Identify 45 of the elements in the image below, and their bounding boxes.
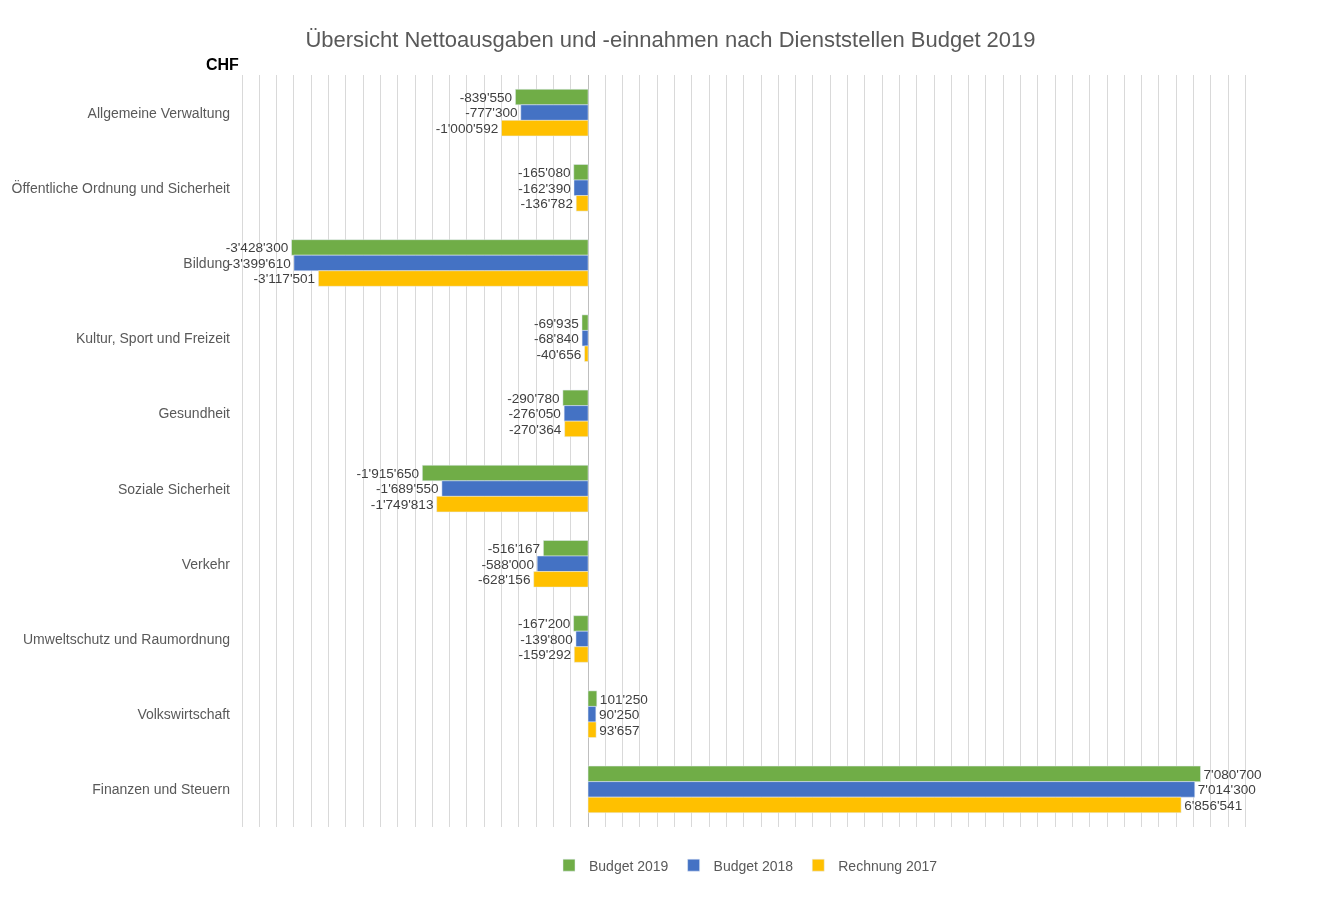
data-label: -516'167 [487, 541, 541, 557]
y-tick-label: Soziale Sicherheit [117, 480, 231, 497]
data-label: -3'399'610 [228, 255, 292, 271]
y-tick-label: Umweltschutz und Raumordnung [23, 630, 230, 647]
y-tick-label: Öffentliche Ordnung und Sicherheit [11, 178, 231, 196]
legend-label: Budget 2018 [713, 857, 794, 874]
data-label: -270'364 [508, 421, 562, 437]
data-label: -3'117'501 [253, 271, 316, 287]
y-tick-label: Verkehr [181, 555, 231, 572]
data-label: -162'390 [518, 180, 572, 196]
data-label: -167'200 [517, 616, 571, 632]
y-axis-title: CHF [206, 56, 240, 73]
data-label: -290'780 [507, 390, 561, 406]
data-label: -40'656 [536, 346, 582, 362]
chart-title: Übersicht Nettoausgaben und -einnahmen nach Dienststellen Budget 2019 [305, 26, 1036, 52]
data-label: 6'856'541 [1184, 797, 1243, 813]
data-label: 90'250 [598, 707, 640, 723]
data-label: -1'689'550 [376, 481, 440, 497]
data-label: -3'428'300 [225, 240, 289, 256]
y-tick-label: Finanzen und Steuern [92, 781, 230, 798]
data-label: -139'800 [520, 631, 574, 647]
y-tick-label: Volkswirtschaft [137, 706, 231, 723]
data-label: -1'915'650 [356, 465, 420, 481]
data-label: -136'782 [520, 196, 573, 212]
data-label: -1'749'813 [370, 497, 434, 512]
data-label: -1'000'592 [435, 121, 499, 136]
legend-label: Rechnung 2017 [838, 857, 938, 874]
data-label: -165'080 [518, 165, 571, 181]
data-label: -628'156 [478, 572, 531, 588]
data-label: -839'550 [459, 89, 513, 105]
data-label: -276'050 [508, 406, 562, 422]
y-tick-label: Kultur, Sport und Freizeit [75, 330, 231, 347]
data-label: -588'000 [481, 556, 535, 572]
legend-label: Budget 2019 [589, 857, 669, 874]
data-label: -777'300 [465, 105, 518, 121]
data-label: -159'292 [518, 647, 572, 663]
data-label: 93'657 [599, 722, 640, 738]
data-label: 7'080'700 [1203, 766, 1263, 782]
y-tick-label: Allgemeine Verwaltung [87, 104, 230, 121]
data-label: 7'014'300 [1197, 782, 1257, 798]
y-tick-label: Bildung [183, 254, 230, 271]
data-label: -68'840 [533, 331, 580, 347]
data-label: 101'250 [599, 691, 649, 707]
y-tick-label: Gesundheit [158, 405, 231, 422]
data-label: -69'935 [533, 315, 579, 331]
